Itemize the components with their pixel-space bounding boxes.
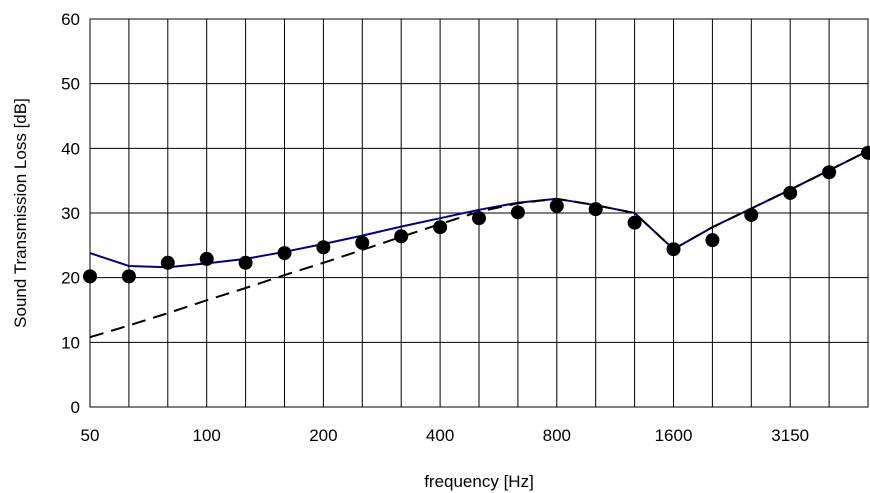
data-point-marker (238, 255, 253, 270)
y-tick-label: 50 (61, 75, 80, 94)
data-point-marker (822, 165, 837, 180)
series-layer (83, 145, 870, 339)
data-point-marker (121, 269, 136, 284)
data-point-marker (199, 251, 214, 266)
data-point-marker (549, 198, 564, 213)
data-point-marker (744, 207, 759, 222)
data-point-marker (510, 205, 525, 220)
data-point-marker (666, 242, 681, 257)
data-point-marker (588, 202, 603, 217)
y-tick-label: 30 (61, 204, 80, 223)
x-tick-label: 800 (543, 426, 571, 445)
data-point-marker (783, 185, 798, 200)
data-point-marker (316, 240, 331, 255)
x-tick-label: 1600 (655, 426, 693, 445)
y-axis-label: Sound Transmission Loss [dB] (11, 98, 30, 328)
data-point-marker (433, 220, 448, 235)
x-tick-label: 200 (309, 426, 337, 445)
y-tick-label: 10 (61, 333, 80, 352)
data-point-marker (277, 246, 292, 261)
data-point-marker (861, 145, 870, 160)
x-tick-label: 50 (81, 426, 100, 445)
y-tick-label: 40 (61, 139, 80, 158)
plot-area-frame (89, 18, 869, 408)
data-point-marker (627, 215, 642, 230)
x-axis-label: frequency [Hz] (424, 472, 534, 491)
x-tick-label: 100 (193, 426, 221, 445)
data-point-marker (705, 233, 720, 248)
data-point-marker (355, 235, 370, 250)
x-axis-tick-labels: 50 100 200 400 800 1600 3150 (81, 426, 810, 445)
y-tick-label: 0 (71, 398, 80, 417)
x-tick-label: 3150 (771, 426, 809, 445)
y-tick-label: 60 (61, 10, 80, 29)
data-point-marker (83, 269, 97, 284)
y-tick-label: 20 (61, 269, 80, 288)
y-axis-tick-labels: 0 10 20 30 40 50 60 (61, 10, 80, 417)
data-point-marker (394, 229, 409, 244)
x-tick-label: 400 (426, 426, 454, 445)
data-point-marker (160, 255, 175, 270)
data-point-marker (472, 211, 486, 226)
